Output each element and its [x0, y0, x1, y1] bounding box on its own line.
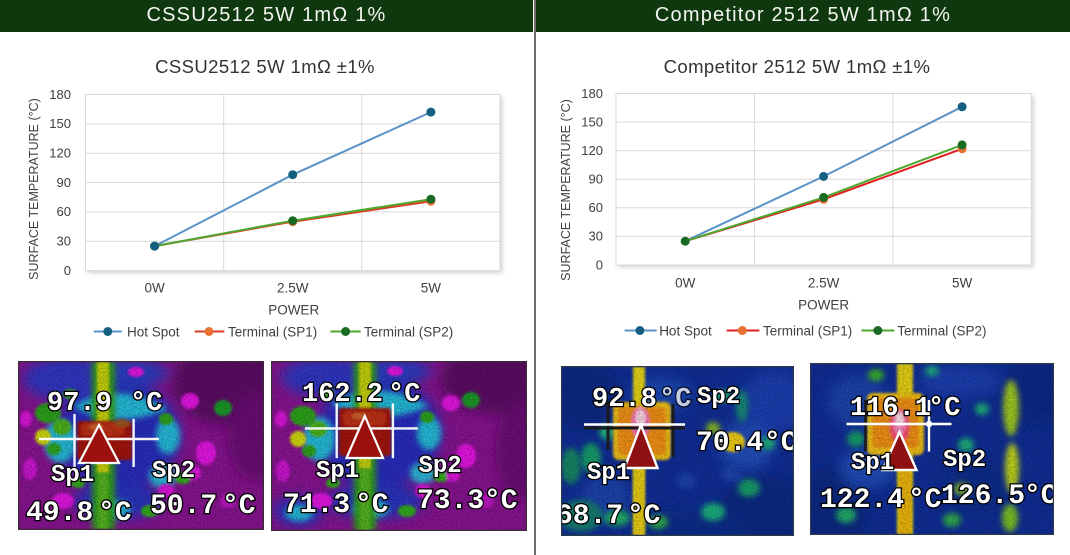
svg-text:Sp1: Sp1	[851, 450, 894, 477]
svg-text:°C: °C	[627, 501, 661, 532]
svg-text:90: 90	[589, 172, 603, 187]
svg-text:60: 60	[589, 200, 603, 215]
svg-text:122.4: 122.4	[820, 485, 904, 516]
svg-text:°C: °C	[222, 491, 256, 522]
svg-text:°C: °C	[764, 428, 794, 459]
svg-text:Sp2: Sp2	[418, 453, 461, 480]
svg-text:°C: °C	[484, 486, 518, 517]
svg-text:Sp2: Sp2	[152, 458, 195, 485]
svg-text:92.8: 92.8	[592, 385, 657, 415]
svg-text:Terminal (SP1): Terminal (SP1)	[763, 324, 852, 339]
svg-text:°C: °C	[130, 389, 162, 419]
svg-text:50.7: 50.7	[150, 491, 217, 522]
svg-text:°C: °C	[1024, 481, 1054, 512]
svg-text:5W: 5W	[952, 276, 973, 291]
svg-text:°C: °C	[928, 394, 960, 424]
svg-text:68.7: 68.7	[561, 501, 623, 532]
svg-text:SURFACE TEMPERATURE (°C): SURFACE TEMPERATURE (°C)	[27, 98, 41, 280]
svg-text:30: 30	[589, 229, 603, 244]
svg-text:POWER: POWER	[798, 298, 849, 313]
svg-text:150: 150	[581, 114, 603, 129]
svg-text:°C: °C	[908, 485, 942, 516]
svg-text:90: 90	[57, 175, 71, 190]
svg-text:Sp1: Sp1	[51, 462, 94, 489]
svg-text:°C: °C	[98, 498, 132, 529]
svg-text:30: 30	[57, 234, 71, 249]
svg-text:60: 60	[57, 204, 71, 219]
svg-text:°C: °C	[355, 490, 389, 521]
svg-text:Terminal (SP2): Terminal (SP2)	[364, 325, 453, 340]
svg-text:°C: °C	[388, 380, 420, 410]
svg-text:180: 180	[581, 86, 603, 101]
svg-text:Sp2: Sp2	[943, 447, 986, 474]
svg-text:SURFACE TEMPERATURE (°C): SURFACE TEMPERATURE (°C)	[559, 99, 573, 281]
svg-text:120: 120	[49, 146, 71, 161]
svg-text:°C: °C	[659, 385, 691, 415]
svg-text:Hot Spot: Hot Spot	[659, 324, 712, 339]
svg-text:180: 180	[49, 87, 71, 102]
svg-text:162.2: 162.2	[302, 380, 383, 410]
svg-text:150: 150	[49, 116, 71, 131]
svg-text:71.3: 71.3	[283, 490, 350, 521]
svg-text:2.5W: 2.5W	[808, 276, 840, 291]
svg-text:5W: 5W	[421, 281, 442, 296]
svg-text:0: 0	[596, 257, 603, 272]
svg-text:49.8: 49.8	[26, 498, 93, 529]
svg-text:2.5W: 2.5W	[277, 281, 309, 296]
svg-text:126.5: 126.5	[941, 481, 1025, 512]
svg-text:97.9: 97.9	[47, 389, 112, 419]
svg-text:Sp1: Sp1	[587, 460, 630, 487]
svg-text:73.3: 73.3	[417, 486, 484, 517]
svg-text:0W: 0W	[144, 281, 165, 296]
svg-text:Terminal (SP1): Terminal (SP1)	[228, 325, 317, 340]
svg-text:Sp1: Sp1	[316, 458, 359, 485]
svg-text:Hot Spot: Hot Spot	[127, 325, 180, 340]
svg-text:Terminal (SP2): Terminal (SP2)	[897, 324, 986, 339]
svg-text:0: 0	[64, 263, 71, 278]
svg-text:70.4: 70.4	[696, 428, 763, 459]
svg-text:116.1: 116.1	[850, 394, 931, 424]
svg-text:POWER: POWER	[268, 303, 319, 318]
svg-text:120: 120	[581, 143, 603, 158]
svg-text:Sp2: Sp2	[697, 384, 740, 411]
svg-text:0W: 0W	[675, 276, 696, 291]
